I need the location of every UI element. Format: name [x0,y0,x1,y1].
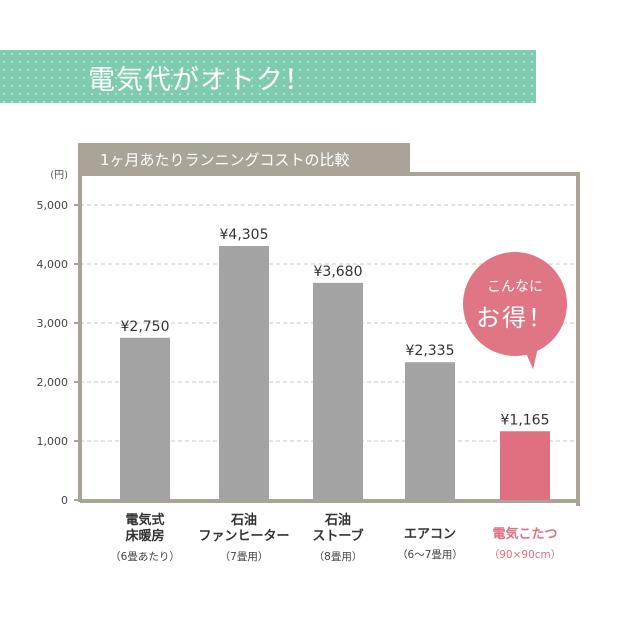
banner: 電気代がオトク！ [0,50,536,103]
bar [500,431,550,500]
category-subtitle: （90×90cm） [488,549,562,561]
bar [405,362,455,500]
callout-line1: こんなに [487,279,543,295]
bar-value-label: ¥3,680 [314,264,363,280]
bar-value-label: ¥1,165 [501,412,550,428]
chart-frame [78,172,580,506]
category-name: エアコン [403,527,456,542]
category-subtitle: （6畳あたり） [110,551,180,563]
x-category-label: エアコン （6〜7畳用） [370,527,490,563]
x-category-label: 電気こたつ （90×90cm） [465,527,585,563]
x-category-label: 石油 ファンヒーター （7畳用） [184,513,304,565]
banner-title: 電気代がオトク！ [88,65,312,96]
bar [120,337,170,500]
callout-line2: お得！ [476,304,554,332]
chart-title: 1ヶ月あたりランニングコストの比較 [100,151,350,169]
y-tick-label: 4,000 [37,258,69,271]
x-category-label: 石油 ストーブ （8畳用） [278,513,398,565]
callout-bubble: こんなに お得！ [463,252,567,356]
y-axis-unit: (円) [50,170,68,181]
y-tick-label: 0 [61,494,68,507]
category-subtitle: （6〜7畳用） [397,549,463,561]
y-tick-label: 1,000 [37,435,69,448]
category-subtitle: （8畳用） [313,551,363,563]
bar [219,246,269,500]
category-name: 石油 ファンヒーター [198,513,290,544]
category-name: 電気こたつ [492,527,558,542]
bar-value-label: ¥2,750 [121,319,170,335]
category-name: 電気式 床暖房 [125,513,165,544]
y-tick-label: 3,000 [37,317,69,330]
bar [313,282,363,500]
y-tick-label: 5,000 [37,199,69,212]
category-subtitle: （7畳用） [219,551,269,563]
chart-title-tab: 1ヶ月あたりランニングコストの比較 [78,143,410,175]
bar-value-label: ¥4,305 [220,227,269,243]
x-category-label: 電気式 床暖房 （6畳あたり） [85,513,205,565]
y-tick-label: 2,000 [37,376,69,389]
bar-value-label: ¥2,335 [406,343,455,359]
category-name: 石油 ストーブ [312,513,364,544]
